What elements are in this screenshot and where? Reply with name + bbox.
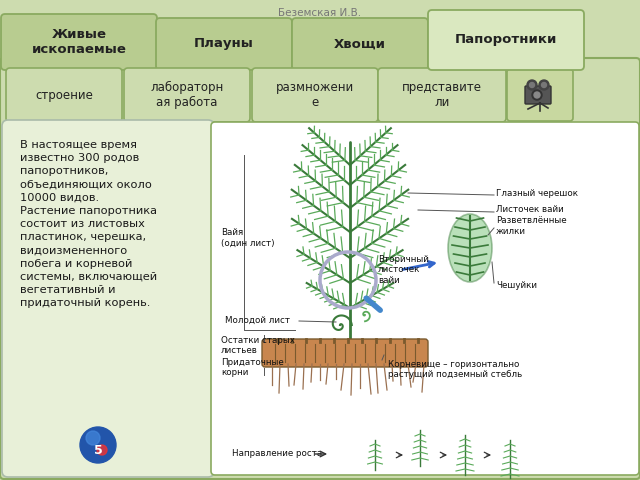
Circle shape: [529, 83, 534, 87]
FancyBboxPatch shape: [292, 18, 428, 70]
FancyBboxPatch shape: [507, 69, 573, 121]
Text: представите
ли: представите ли: [402, 81, 482, 109]
FancyBboxPatch shape: [525, 86, 551, 104]
FancyBboxPatch shape: [378, 68, 506, 122]
Text: 5: 5: [93, 444, 102, 456]
Text: Направление роста: Направление роста: [232, 449, 323, 458]
FancyBboxPatch shape: [0, 58, 640, 479]
Text: Корневище – горизонтально
растущий подземный стебль: Корневище – горизонтально растущий подзе…: [388, 360, 522, 379]
Text: Хвощи: Хвощи: [334, 37, 386, 50]
Text: Плауны: Плауны: [194, 37, 254, 50]
Circle shape: [97, 445, 107, 455]
Text: лабораторн
ая работа: лабораторн ая работа: [150, 81, 223, 109]
Text: Глазный черешок: Глазный черешок: [496, 189, 578, 197]
Circle shape: [80, 427, 116, 463]
Text: строение: строение: [35, 88, 93, 101]
FancyBboxPatch shape: [156, 18, 292, 70]
Text: размножени
е: размножени е: [276, 81, 354, 109]
FancyBboxPatch shape: [1, 14, 157, 70]
Circle shape: [534, 92, 540, 98]
Text: Придаточные
корни: Придаточные корни: [221, 358, 284, 377]
Ellipse shape: [448, 214, 492, 282]
FancyBboxPatch shape: [252, 68, 378, 122]
Text: Остатки старых
листьев: Остатки старых листьев: [221, 336, 295, 355]
Circle shape: [539, 80, 549, 90]
FancyBboxPatch shape: [211, 122, 639, 475]
Text: Вторичный
листочек
вайи: Вторичный листочек вайи: [378, 255, 429, 285]
Text: Вайя
(один лист): Вайя (один лист): [221, 228, 275, 248]
Text: Чешуйки: Чешуйки: [496, 280, 537, 289]
FancyBboxPatch shape: [428, 10, 584, 70]
Text: Листочек вайи: Листочек вайи: [496, 205, 564, 215]
Text: Разветвлённые
жилки: Разветвлённые жилки: [496, 216, 566, 236]
Text: Папоротники: Папоротники: [455, 34, 557, 47]
Text: Беземская И.В.: Беземская И.В.: [278, 8, 362, 18]
FancyBboxPatch shape: [262, 339, 428, 367]
Circle shape: [86, 431, 100, 445]
Text: Живые
ископаемые: Живые ископаемые: [31, 28, 127, 56]
Circle shape: [541, 83, 547, 87]
FancyBboxPatch shape: [2, 120, 214, 477]
FancyBboxPatch shape: [6, 68, 122, 122]
Text: Молодой лист: Молодой лист: [225, 315, 290, 324]
FancyBboxPatch shape: [124, 68, 250, 122]
Text: В настоящее время
известно 300 родов
папоротников,
объединяющих около
10000 видо: В настоящее время известно 300 родов пап…: [20, 140, 157, 308]
Circle shape: [527, 80, 537, 90]
Circle shape: [532, 90, 542, 100]
